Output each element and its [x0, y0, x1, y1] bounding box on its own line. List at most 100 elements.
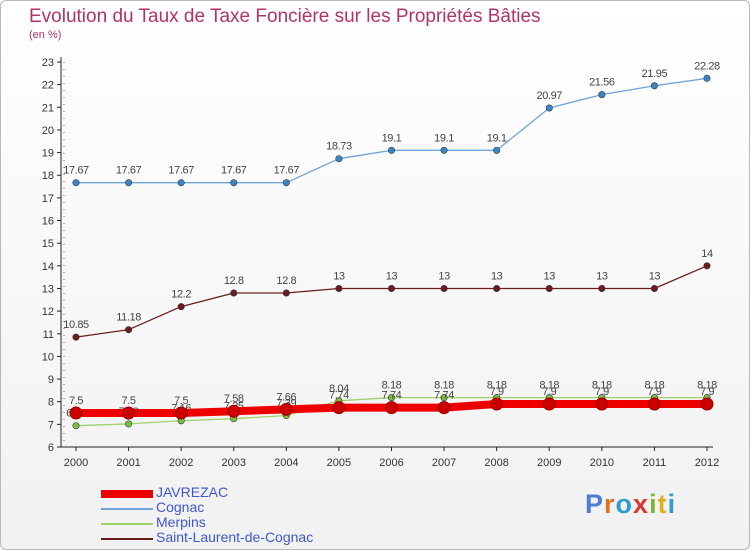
data-point	[177, 303, 185, 311]
data-label: 10.85	[63, 319, 89, 331]
brand-letter: P	[585, 489, 605, 519]
x-tick-label: 2004	[274, 457, 298, 469]
data-label: 7.9	[700, 386, 714, 398]
legend-label: Saint-Laurent-de-Cognac	[156, 529, 314, 545]
x-tick-label: 2011	[643, 457, 667, 469]
data-point	[598, 284, 606, 292]
data-point	[174, 406, 188, 420]
y-tick-label: 23	[42, 57, 54, 69]
y-tick-label: 19	[42, 148, 54, 160]
data-label: 8.18	[592, 380, 612, 392]
x-tick-label: 2005	[327, 457, 351, 469]
data-label: 19.1	[487, 132, 507, 144]
legend-item: Merpins	[101, 514, 401, 532]
data-label: 13	[596, 270, 608, 282]
y-tick-label: 12	[42, 306, 54, 318]
data-label: 7.66	[276, 391, 296, 403]
data-point	[125, 179, 133, 187]
x-tick-label: 2010	[590, 457, 614, 469]
data-point	[335, 284, 343, 292]
x-tick-label: 2003	[222, 457, 246, 469]
data-point	[279, 402, 293, 416]
data-point	[542, 397, 556, 411]
data-label: 17.67	[274, 165, 300, 177]
legend-swatch	[101, 538, 153, 540]
data-point	[230, 289, 238, 297]
brand-letter: o	[615, 489, 634, 519]
data-point	[125, 326, 133, 334]
brand-letter: i	[667, 489, 677, 519]
data-point	[72, 422, 80, 430]
data-point	[387, 146, 395, 154]
data-label: 13	[544, 270, 556, 282]
data-point	[595, 397, 609, 411]
y-tick-label: 18	[42, 170, 54, 182]
data-label: 18.73	[326, 141, 352, 153]
data-label: 17.67	[116, 165, 142, 177]
y-tick-label: 15	[42, 238, 54, 250]
legend-item: JAVREZAC	[101, 484, 401, 502]
legend-swatch	[101, 490, 153, 498]
legend-swatch	[101, 523, 153, 525]
data-point	[650, 82, 658, 90]
y-tick-label: 17	[42, 193, 54, 205]
data-label: 21.95	[642, 68, 668, 80]
legend-item: Cognac	[101, 499, 401, 517]
data-label: 17.67	[221, 165, 247, 177]
data-label: 8.18	[645, 380, 665, 392]
data-point	[545, 104, 553, 112]
y-tick-label: 7	[48, 419, 54, 431]
data-point	[227, 404, 241, 418]
brand-logo: Proxiti	[585, 489, 676, 520]
data-point	[282, 289, 290, 297]
data-point	[647, 397, 661, 411]
data-label: 13	[438, 270, 450, 282]
legend-label: Merpins	[156, 514, 206, 530]
x-tick-label: 2009	[537, 457, 561, 469]
y-tick-label: 8	[48, 397, 54, 409]
y-tick-label: 14	[42, 261, 54, 273]
x-tick-label: 2006	[379, 457, 403, 469]
data-label: 20.97	[536, 90, 562, 102]
data-point	[650, 284, 658, 292]
data-label: 13	[491, 270, 503, 282]
brand-letter: i	[649, 489, 658, 519]
data-label: 7.9	[542, 386, 556, 398]
data-label: 17.67	[168, 165, 194, 177]
data-label: 21.56	[589, 77, 615, 89]
data-point	[437, 401, 451, 415]
data-point	[335, 155, 343, 163]
data-label: 19.1	[434, 132, 454, 144]
data-label: 12.8	[276, 275, 296, 287]
brand-letter: t	[657, 489, 668, 519]
data-label: 13	[649, 270, 661, 282]
data-point	[177, 179, 185, 187]
data-point	[545, 284, 553, 292]
data-point	[490, 397, 504, 411]
data-point	[387, 394, 395, 402]
data-point	[598, 91, 606, 99]
y-tick-label: 13	[42, 283, 54, 295]
y-tick-label: 9	[48, 374, 54, 386]
data-label: 8.18	[434, 380, 454, 392]
legend-item: Saint-Laurent-de-Cognac	[101, 529, 401, 547]
data-label: 7.74	[329, 390, 349, 402]
data-point	[282, 179, 290, 187]
chart-title: Evolution du Taux de Taxe Foncière sur l…	[29, 6, 541, 27]
legend-label: Cognac	[156, 499, 205, 515]
data-label: 12.8	[224, 275, 244, 287]
data-label: 8.18	[487, 380, 507, 392]
y-tick-label: 22	[42, 80, 54, 92]
data-label: 7.74	[434, 390, 454, 402]
data-point	[440, 146, 448, 154]
data-label: 11.18	[116, 312, 141, 324]
data-point	[493, 146, 501, 154]
data-label: 8.04	[329, 383, 349, 395]
data-label: 7.5	[174, 395, 188, 407]
data-point	[387, 284, 395, 292]
y-tick-label: 21	[42, 102, 54, 114]
data-label: 22.28	[694, 60, 720, 72]
y-tick-label: 10	[42, 351, 54, 363]
